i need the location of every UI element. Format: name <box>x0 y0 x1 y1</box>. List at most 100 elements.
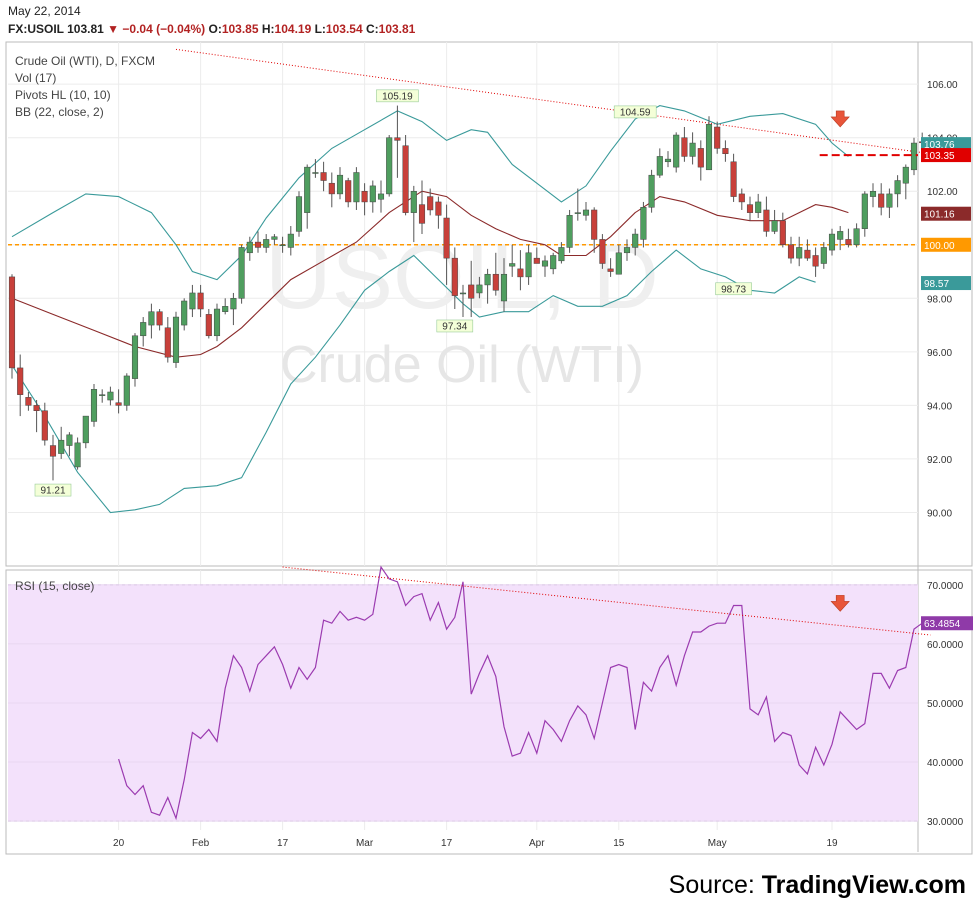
candle[interactable] <box>172 316 180 363</box>
candle[interactable] <box>312 172 319 174</box>
candle[interactable] <box>222 306 229 312</box>
candle[interactable] <box>361 190 368 203</box>
candle[interactable] <box>336 174 344 195</box>
candle[interactable] <box>894 180 901 195</box>
price-pane[interactable]: 90.00 92.00 94.00 96.00 98.00 100.00 102.00 104… <box>5 41 973 852</box>
candle[interactable] <box>476 284 483 294</box>
candle[interactable] <box>648 174 655 208</box>
candle[interactable] <box>345 180 352 203</box>
candle[interactable] <box>779 220 786 246</box>
candle[interactable] <box>632 233 639 248</box>
candle[interactable] <box>558 247 565 262</box>
candle[interactable] <box>656 156 663 176</box>
candle[interactable] <box>459 292 467 295</box>
time-axis[interactable]: 20 Feb 17 Mar 17 Apr 15 May 19 <box>113 838 838 849</box>
candle[interactable] <box>263 239 270 248</box>
candle[interactable] <box>205 314 212 337</box>
candle[interactable] <box>599 239 606 264</box>
candle[interactable] <box>49 445 57 457</box>
candle[interactable] <box>771 220 778 232</box>
candle[interactable] <box>591 209 598 240</box>
candle[interactable] <box>640 207 647 240</box>
candle[interactable] <box>115 402 122 406</box>
candle[interactable] <box>386 137 393 195</box>
candle[interactable] <box>164 327 171 358</box>
candle[interactable] <box>287 233 294 248</box>
candle[interactable] <box>377 193 385 200</box>
candle[interactable] <box>804 249 811 259</box>
candle[interactable] <box>353 172 360 203</box>
candle[interactable] <box>107 391 114 401</box>
candle[interactable] <box>566 215 573 248</box>
candle[interactable] <box>131 335 139 379</box>
candle[interactable] <box>845 239 852 246</box>
candle[interactable] <box>861 193 868 229</box>
candle[interactable] <box>435 201 442 216</box>
candle[interactable] <box>837 231 844 240</box>
candle[interactable] <box>541 260 549 267</box>
candle[interactable] <box>189 292 196 310</box>
candle[interactable] <box>328 182 335 195</box>
candle[interactable] <box>714 126 721 149</box>
candle[interactable] <box>738 193 745 203</box>
candle[interactable] <box>197 292 204 310</box>
candle[interactable] <box>886 193 893 208</box>
candle[interactable] <box>140 322 147 337</box>
candle[interactable] <box>730 161 737 197</box>
candle[interactable] <box>492 273 499 291</box>
candle[interactable] <box>722 148 729 155</box>
candle[interactable] <box>812 255 819 267</box>
candle[interactable] <box>689 142 696 157</box>
candle[interactable] <box>681 137 688 157</box>
candle[interactable] <box>369 185 376 203</box>
candle[interactable] <box>58 439 65 454</box>
candle[interactable] <box>82 415 89 444</box>
candle[interactable] <box>181 300 188 326</box>
candle[interactable] <box>673 134 680 168</box>
candle[interactable] <box>697 148 704 168</box>
candle[interactable] <box>763 209 770 232</box>
candle[interactable] <box>468 284 475 299</box>
candle[interactable] <box>304 166 311 213</box>
candle[interactable] <box>148 311 155 326</box>
candle[interactable] <box>410 190 417 213</box>
candle[interactable] <box>279 244 286 247</box>
candle[interactable] <box>451 257 458 296</box>
candle[interactable] <box>213 308 221 337</box>
candle[interactable] <box>484 273 491 286</box>
candle[interactable] <box>33 405 40 411</box>
rsi-line[interactable] <box>118 565 923 821</box>
candle[interactable] <box>238 247 245 299</box>
candle[interactable] <box>878 193 885 208</box>
candle[interactable] <box>427 196 434 211</box>
resistance-trendline[interactable] <box>175 48 931 155</box>
candle[interactable] <box>755 201 762 213</box>
candle[interactable] <box>25 397 32 406</box>
candle[interactable] <box>8 276 16 369</box>
candle[interactable] <box>66 434 73 446</box>
candle[interactable] <box>910 142 918 171</box>
rsi-pane[interactable]: 30.0000 40.0000 50.0000 60.0000 70.0000 RSI (… <box>5 565 973 855</box>
candle[interactable] <box>90 389 98 422</box>
candle[interactable] <box>156 311 163 326</box>
candle[interactable] <box>623 247 631 254</box>
candle[interactable] <box>517 268 524 278</box>
candle[interactable] <box>796 247 803 259</box>
candle[interactable] <box>902 166 909 184</box>
candle[interactable] <box>271 236 278 240</box>
rsi-trendline[interactable] <box>282 566 931 636</box>
candle[interactable] <box>41 410 48 441</box>
candle[interactable] <box>525 252 532 278</box>
candle[interactable] <box>99 394 106 396</box>
candle[interactable] <box>123 375 130 406</box>
candle[interactable] <box>246 241 253 254</box>
candle[interactable] <box>418 204 426 224</box>
candle[interactable] <box>320 172 327 181</box>
candle[interactable] <box>74 442 81 468</box>
symbol-label[interactable]: FX:USOIL <box>8 22 64 36</box>
candle[interactable] <box>705 124 713 171</box>
candle[interactable] <box>746 204 754 213</box>
candle[interactable] <box>500 273 508 302</box>
candle[interactable] <box>664 158 672 163</box>
